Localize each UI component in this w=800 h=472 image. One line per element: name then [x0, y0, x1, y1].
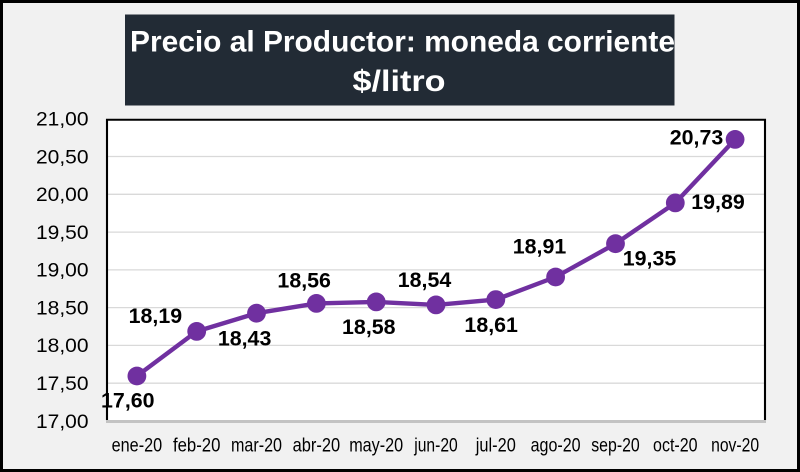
svg-text:20,50: 20,50 — [36, 147, 89, 168]
svg-text:oct-20: oct-20 — [653, 436, 698, 457]
svg-text:18,61: 18,61 — [464, 314, 518, 337]
svg-text:sep-20: sep-20 — [591, 436, 640, 457]
svg-text:18,00: 18,00 — [36, 336, 89, 357]
svg-text:ago-20: ago-20 — [531, 436, 581, 457]
svg-text:nov-20: nov-20 — [711, 436, 759, 457]
svg-text:18,91: 18,91 — [513, 236, 567, 259]
svg-text:abr-20: abr-20 — [293, 436, 341, 457]
svg-text:17,00: 17,00 — [36, 412, 89, 433]
svg-text:$/litro: $/litro — [353, 65, 446, 98]
svg-text:18,19: 18,19 — [129, 305, 183, 328]
svg-text:18,58: 18,58 — [342, 316, 396, 339]
svg-text:feb-20: feb-20 — [173, 436, 221, 457]
svg-text:Precio al Productor: moneda co: Precio al Productor: moneda corriente — [130, 26, 675, 59]
svg-text:19,50: 19,50 — [36, 223, 89, 244]
svg-text:18,54: 18,54 — [398, 269, 452, 292]
svg-text:ene-20: ene-20 — [112, 436, 163, 457]
svg-text:19,00: 19,00 — [36, 261, 89, 282]
svg-text:20,00: 20,00 — [36, 185, 89, 206]
svg-text:18,56: 18,56 — [277, 269, 331, 292]
svg-text:19,35: 19,35 — [623, 248, 677, 271]
svg-text:jun-20: jun-20 — [413, 436, 457, 457]
svg-text:jul-20: jul-20 — [475, 436, 516, 457]
svg-text:17,60: 17,60 — [101, 390, 155, 413]
svg-text:18,50: 18,50 — [36, 298, 89, 319]
svg-text:19,89: 19,89 — [691, 191, 745, 214]
svg-text:17,50: 17,50 — [36, 374, 89, 395]
svg-text:18,43: 18,43 — [218, 328, 272, 351]
svg-text:may-20: may-20 — [349, 436, 403, 457]
svg-text:20,73: 20,73 — [670, 126, 724, 149]
svg-text:21,00: 21,00 — [36, 110, 89, 131]
svg-text:mar-20: mar-20 — [231, 436, 282, 457]
